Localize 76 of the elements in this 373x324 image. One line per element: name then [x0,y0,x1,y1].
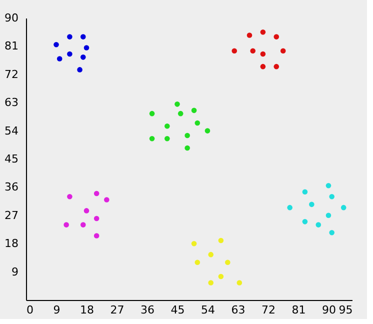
point [67,194,72,200]
point [260,29,266,35]
x-tick-label: 72 [261,304,276,316]
point [178,110,184,116]
point [280,48,286,54]
point [77,67,82,72]
point [94,216,100,222]
point [232,48,238,54]
point [194,260,200,266]
point [194,120,200,126]
point [191,240,197,246]
y-tick-label: 81 [4,40,18,53]
x-tick-label: 0 [26,304,34,316]
point [326,212,332,218]
point [80,54,86,60]
point [184,132,190,138]
point [184,145,190,151]
y-tick-label: 72 [4,68,18,81]
point [274,34,280,40]
x-tick-label: 9 [53,304,60,316]
point [94,233,100,238]
x-tick-label: 90 [322,304,336,316]
point [218,238,224,244]
x-tick-label: 45 [170,304,185,316]
point [236,280,242,286]
x-tick-label: 95 [338,304,353,316]
x-tick-label: 27 [110,304,124,316]
point [208,280,214,286]
x-tick-label: 36 [140,304,154,316]
y-tick-label: 54 [4,124,18,138]
point [84,45,90,50]
point [204,128,210,134]
y-tick-label: 63 [4,96,18,110]
x-tick-label: 18 [80,304,94,316]
y-tick-label: 9 [12,265,18,278]
point [316,222,322,228]
point [287,204,292,210]
point [80,34,86,40]
y-tick-label: 90 [4,12,18,24]
point [104,197,110,202]
point [340,204,346,210]
point [225,260,230,266]
point [174,102,180,107]
point [164,123,170,129]
point [149,110,155,116]
point [54,42,59,48]
y-tick-label: 36 [4,180,18,194]
point [218,274,224,280]
point [84,208,90,214]
point [302,189,308,195]
point [67,51,72,57]
point [329,230,334,236]
point [80,222,86,228]
y-tick-label: 27 [4,208,18,222]
point [246,32,252,38]
x-tick-label: 54 [200,304,215,316]
point [164,136,170,142]
point [94,190,100,196]
y-tick-label: 18 [4,237,18,250]
point [326,182,332,188]
point [56,56,62,62]
point [208,252,214,258]
point [149,136,155,142]
point [260,51,266,57]
point [274,64,280,70]
x-tick-label: 63 [231,304,246,316]
point [260,64,266,70]
x-tick-label: 81 [292,304,306,316]
point [302,219,308,224]
point [64,222,69,228]
point [191,108,197,114]
point [250,48,256,54]
y-tick-label: 45 [4,152,18,166]
point [329,194,334,200]
point [67,34,72,40]
point [309,202,314,208]
